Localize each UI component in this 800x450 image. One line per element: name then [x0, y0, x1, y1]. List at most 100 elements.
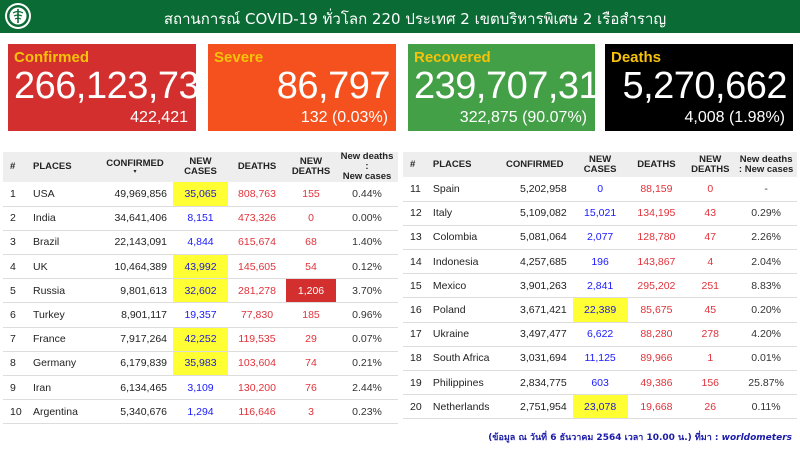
- col-rank[interactable]: #: [403, 152, 431, 177]
- ratio: 0.12%: [336, 254, 398, 280]
- table-row: 1 USA 49,969,856 35,065 808,763 155 0.44%: [3, 182, 398, 207]
- rank: 2: [3, 206, 31, 231]
- table-header-row: # PLACES CONFIRMED NEW CASES DEATHS NEW DE…: [403, 152, 797, 177]
- col-deaths[interactable]: DEATHS: [228, 152, 286, 182]
- table-row: 4 UK 10,464,389 43,992 145,605 54 0.12%: [3, 254, 398, 280]
- new-deaths: 74: [286, 351, 336, 377]
- col-ratio[interactable]: New deaths : New cases: [336, 152, 398, 182]
- col-new-deaths[interactable]: NEW DEATHS: [286, 152, 336, 182]
- data-date-note: (ข้อมูล ณ วันที่ 6 ธันวาคม 2564 เวลา 10.…: [488, 433, 722, 443]
- new-cases: 23,078: [572, 394, 628, 420]
- new-cases: 35,983: [173, 351, 228, 377]
- table-row: 12 Italy 5,109,082 15,021 134,195 43 0.29%: [403, 201, 797, 226]
- table-row: 6 Turkey 8,901,117 19,357 77,830 185 0.96%: [3, 302, 398, 328]
- col-places[interactable]: PLACES: [31, 152, 101, 182]
- new-deaths: 156: [685, 370, 736, 396]
- col-deaths[interactable]: DEATHS: [627, 152, 686, 177]
- ratio: 0.21%: [336, 351, 398, 377]
- rank: 9: [3, 375, 31, 401]
- col-rank[interactable]: #: [3, 152, 31, 182]
- deaths: 119,535: [228, 327, 286, 352]
- place: South Africa: [430, 346, 501, 372]
- table-row: 18 South Africa 3,031,694 11,125 89,966 1 0.01…: [403, 346, 797, 372]
- new-deaths: 185: [286, 302, 336, 328]
- ratio: 1.40%: [336, 230, 398, 256]
- new-deaths: 0: [286, 206, 336, 231]
- ratio: 25.87%: [735, 370, 797, 396]
- col-new-cases[interactable]: NEW CASES: [173, 152, 228, 182]
- place: Brazil: [31, 230, 101, 256]
- table-row: 10 Argentina 5,340,676 1,294 116,646 3 0.23%: [3, 399, 398, 425]
- place: Spain: [430, 177, 501, 202]
- rank: 16: [403, 297, 431, 323]
- confirmed: 6,179,839: [101, 351, 173, 377]
- place: Mexico: [430, 273, 501, 299]
- new-cases: 19,357: [173, 302, 228, 328]
- rank: 10: [3, 399, 31, 425]
- deaths-total: 5,270,662: [622, 65, 787, 107]
- place: France: [31, 327, 101, 352]
- confirmed: 10,464,389: [101, 254, 173, 280]
- table-row: 16 Poland 3,671,421 22,389 85,675 45 0.20%: [403, 297, 797, 323]
- confirmed-card: Confirmed 266,123,730 422,421: [8, 44, 220, 131]
- new-deaths: 3: [286, 399, 336, 425]
- new-cases: 32,602: [173, 278, 228, 304]
- recovered-total: 239,707,313: [414, 65, 620, 107]
- rank: 18: [403, 346, 431, 372]
- col-new-cases[interactable]: NEW CASES: [572, 152, 628, 177]
- deaths: 281,278: [228, 278, 286, 304]
- ratio: 0.96%: [336, 302, 398, 328]
- header-bar: สถานการณ์ COVID-19 ทั่วโลก 220 ประเทศ 2 …: [0, 0, 800, 33]
- new-cases: 15,021: [572, 201, 628, 226]
- rank: 15: [403, 273, 431, 299]
- new-deaths: 45: [685, 297, 736, 323]
- col-confirmed[interactable]: CONFIRMED ▾: [101, 152, 173, 182]
- new-deaths: 1,206: [286, 278, 336, 304]
- confirmed: 7,917,264: [101, 327, 173, 352]
- col-places[interactable]: PLACES: [430, 152, 501, 177]
- ratio: -: [735, 177, 797, 202]
- severe-total: 86,797: [276, 65, 391, 107]
- deaths: 615,674: [228, 230, 286, 256]
- rank: 6: [3, 302, 31, 328]
- new-deaths: 251: [685, 273, 736, 299]
- col-label: CASES: [184, 166, 217, 177]
- col-new-deaths[interactable]: NEW DEATHS: [685, 152, 736, 177]
- sort-desc-icon: ▾: [133, 169, 137, 175]
- col-label: DEATHS: [291, 166, 331, 177]
- col-ratio[interactable]: New deaths: New cases: [735, 152, 797, 177]
- table-row: 3 Brazil 22,143,091 4,844 615,674 68 1.40%: [3, 230, 398, 256]
- new-deaths: 29: [286, 327, 336, 352]
- recovered-new: 322,875 (90.07%): [459, 109, 587, 126]
- new-cases: 196: [572, 249, 628, 275]
- place: Italy: [430, 201, 501, 226]
- place: Netherlands: [430, 394, 501, 420]
- table-row: 15 Mexico 3,901,263 2,841 295,202 251 8.83%: [403, 273, 797, 299]
- countries-table-right: # PLACES CONFIRMED NEW CASES DEATHS NEW DE…: [403, 152, 797, 420]
- new-deaths: 155: [286, 182, 336, 207]
- deaths: 134,195: [627, 201, 686, 226]
- rank: 12: [403, 201, 431, 226]
- new-cases: 43,992: [173, 254, 228, 280]
- new-cases: 3,109: [173, 375, 228, 401]
- confirmed: 3,031,694: [500, 346, 573, 372]
- deaths: 143,867: [627, 249, 686, 275]
- place: Ukraine: [430, 322, 501, 347]
- confirmed: 5,340,676: [101, 399, 173, 425]
- new-deaths: 4: [685, 249, 736, 275]
- confirmed: 6,134,465: [101, 375, 173, 401]
- severe-card: Severe 86,797 132 (0.03%): [208, 44, 396, 131]
- deaths: 19,668: [627, 394, 686, 420]
- confirmed: 5,081,064: [500, 225, 573, 251]
- ratio: 0.44%: [336, 182, 398, 207]
- new-cases: 8,151: [173, 206, 228, 231]
- ratio: 2.44%: [336, 375, 398, 401]
- place: Argentina: [31, 399, 101, 425]
- place: Turkey: [31, 302, 101, 328]
- deaths: 473,326: [228, 206, 286, 231]
- deaths: 295,202: [627, 273, 686, 299]
- table-row: 20 Netherlands 2,751,954 23,078 19,668 26 0.11…: [403, 394, 797, 420]
- col-confirmed[interactable]: CONFIRMED: [500, 152, 573, 177]
- table-row: 17 Ukraine 3,497,477 6,622 88,280 278 4.20%: [403, 322, 797, 347]
- new-deaths: 26: [685, 394, 736, 420]
